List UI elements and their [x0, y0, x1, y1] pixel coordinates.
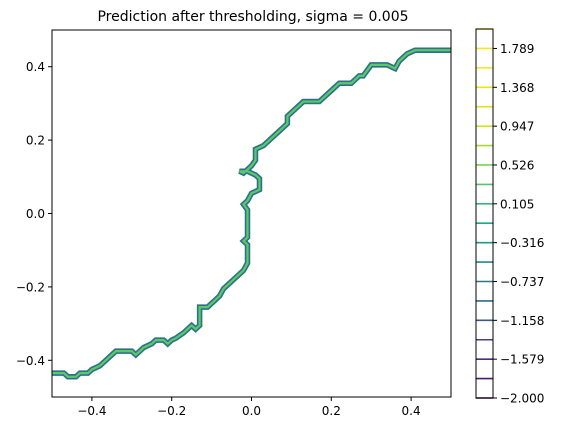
colorbar-tick-label: 0.947	[500, 120, 534, 134]
y-tick-label: 0.0	[26, 207, 45, 221]
colorbar: −2.000 −1.579 −1.158 −0.737 −0.316 0.105 0.526…	[475, 28, 544, 406]
colorbar-tick-label: −1.158	[500, 314, 544, 328]
colorbar-tick-label: 1.368	[500, 81, 534, 95]
colorbar-tick-label: −2.000	[500, 392, 544, 406]
contour-line-outer	[52, 47, 451, 380]
plot-frame	[51, 29, 452, 398]
y-tick-label: 0.4	[26, 60, 45, 74]
y-tick-label: −0.2	[16, 280, 45, 294]
plot-area	[51, 29, 452, 398]
chart-title: Prediction after thresholding, sigma = 0…	[97, 9, 408, 25]
colorbar-tick-label: −0.737	[500, 275, 544, 289]
x-tick-label: −0.4	[77, 404, 106, 418]
x-tick-label: 0.4	[402, 404, 421, 418]
x-tick-label: 0.2	[322, 404, 341, 418]
colorbar-tick-label: 0.526	[500, 158, 534, 172]
y-tick-label: 0.2	[26, 134, 45, 148]
x-tick-label: −0.2	[157, 404, 186, 418]
y-tick-label: −0.4	[16, 354, 45, 368]
y-axis: −0.4 −0.2 0.0 0.2 0.4	[16, 60, 52, 368]
colorbar-frame	[475, 28, 494, 399]
contour-line-inner	[52, 49, 451, 378]
colorbar-tick-label: −1.579	[500, 353, 544, 367]
colorbar-background	[476, 29, 493, 398]
colorbar-tick-label: −0.316	[500, 236, 544, 250]
colorbar-tick-label: 0.105	[500, 197, 534, 211]
x-tick-label: 0.0	[242, 404, 261, 418]
x-axis: −0.4 −0.2 0.0 0.2 0.4	[77, 397, 421, 418]
colorbar-tick-label: 1.789	[500, 42, 534, 56]
